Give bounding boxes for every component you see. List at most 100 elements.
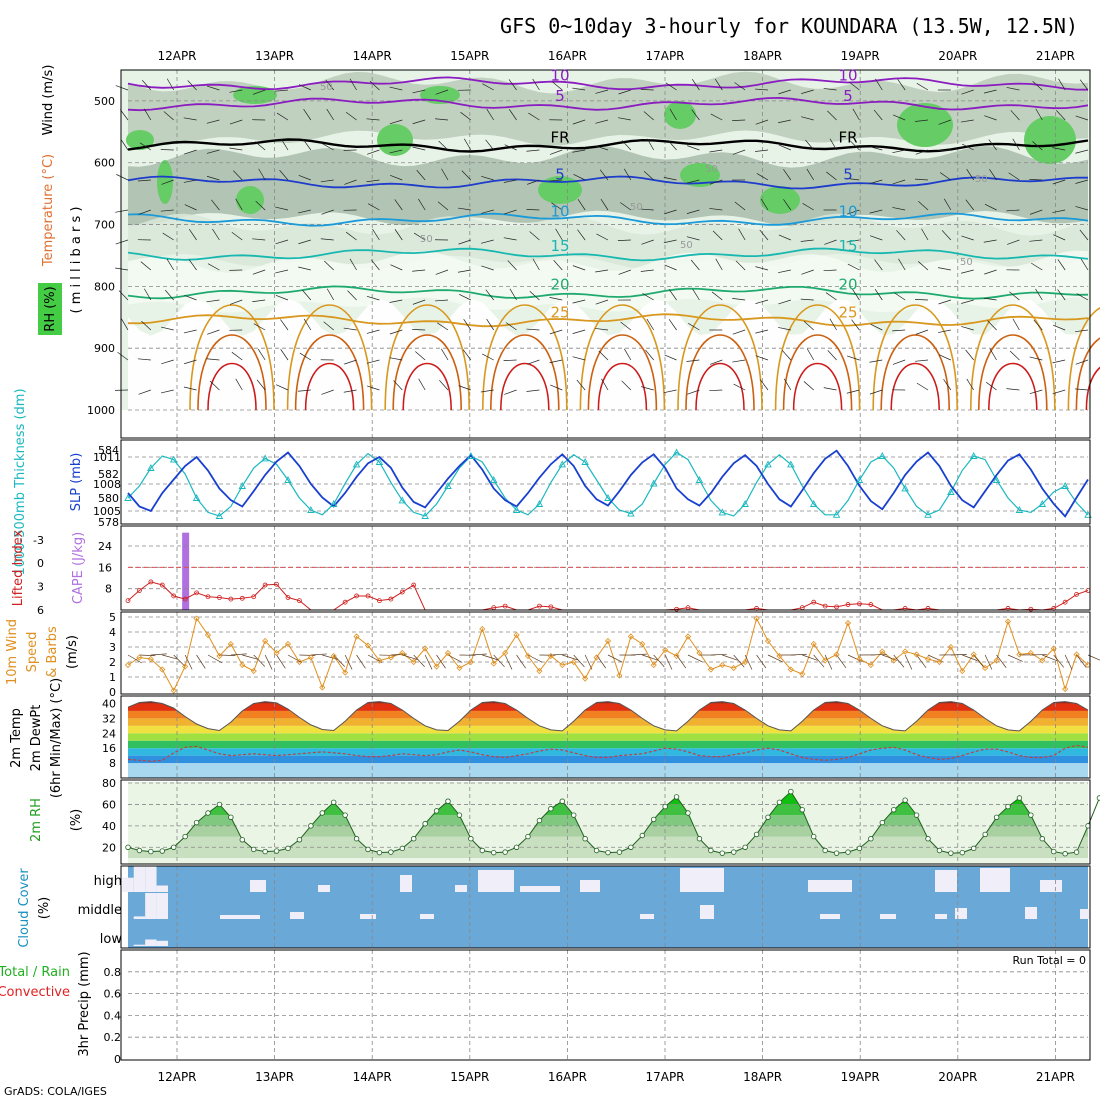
lifted-index-marker [548, 604, 554, 610]
upper-wind-barb [344, 179, 357, 185]
upper-wind-barb [898, 258, 906, 271]
wind-speed-marker [193, 615, 200, 622]
cloud-cover-block [1040, 880, 1062, 892]
wind-speed-marker [422, 645, 429, 652]
upper-wind-barb [692, 288, 700, 301]
upper-wind-barb [1075, 179, 1089, 184]
surface-wind-barb [824, 654, 833, 670]
surface-wind-barb [356, 654, 366, 669]
top-date-label: 14APR [353, 49, 392, 63]
thickness-marker [215, 512, 224, 519]
rh-marker [182, 833, 188, 840]
upper-wind-barb [280, 349, 289, 361]
upper-wind-barb [116, 174, 129, 181]
surface-temp-contour [402, 362, 452, 411]
cloud-cover-bar [133, 866, 146, 892]
upper-wind-barb [529, 231, 540, 241]
upper-wind-barb [137, 179, 151, 182]
upper-wind-barb [823, 387, 837, 391]
isotherm-label: 20 [550, 276, 569, 294]
cloud-cover-bar [156, 893, 168, 919]
upper-wind-barb [189, 229, 197, 241]
upper-wind-barb [166, 258, 175, 271]
wind-speed-marker [559, 661, 566, 669]
wind-speed-marker [159, 666, 166, 673]
surface-temp-contour [880, 334, 950, 411]
upper-wind-barb [526, 389, 540, 392]
wind-tick-label: 5 [109, 611, 116, 624]
upper-wind-barb [503, 237, 517, 241]
gridlines [128, 70, 1088, 1060]
upper-wind-barb [1057, 259, 1066, 271]
upper-wind-barb [389, 149, 403, 154]
upper-wind-barb [989, 168, 997, 181]
thickness-marker [489, 476, 498, 483]
wind-speed-marker [719, 661, 726, 669]
upper-wind-barb [235, 378, 243, 391]
cape-tick-label: 24 [98, 540, 112, 553]
rh-marker [571, 812, 577, 818]
surface-temp-contour [978, 334, 1048, 411]
rh-marker [273, 848, 280, 854]
upper-wind-barb [504, 144, 517, 151]
upper-wind-barb [206, 149, 220, 154]
temperature-band [128, 725, 1088, 734]
thickness-marker [809, 500, 818, 507]
upper-wind-barb [298, 84, 312, 91]
isotherm-line [127, 247, 1089, 262]
upper-wind-barb [938, 329, 951, 333]
upper-wind-barb [709, 149, 723, 153]
upper-wind-barb [940, 172, 952, 181]
cloud-cover-block [640, 914, 654, 919]
upper-wind-barb [914, 298, 929, 301]
upper-wind-barb [732, 298, 746, 301]
wind-speed-marker [227, 640, 234, 648]
upper-wind-barb [572, 299, 586, 304]
wind-speed-marker [787, 666, 794, 673]
upper-wind-barb [229, 299, 243, 305]
lifted-index-marker [857, 601, 862, 607]
upper-wind-barb [893, 114, 906, 121]
upper-wind-barb [528, 112, 540, 121]
upper-wind-barb [755, 355, 769, 361]
rh-marker [651, 816, 657, 823]
surface-wind-barb [664, 654, 673, 670]
slp-axis-label: SLP (mb) [69, 453, 84, 512]
upper-wind-barb [366, 118, 380, 121]
upper-wind-barb [160, 149, 174, 151]
surface-wind-barb [436, 654, 446, 669]
surface-temp-contour [597, 362, 648, 411]
upper-wind-barb [897, 79, 906, 91]
upper-wind-barb [482, 353, 494, 361]
upper-wind-barb [961, 89, 974, 95]
upper-wind-barb [508, 79, 517, 91]
surface-wind-barb [173, 654, 186, 667]
cloud-background [128, 866, 1088, 948]
rh-moist-patch [760, 186, 800, 214]
upper-wind-barb [989, 348, 997, 361]
rh-marker [456, 812, 463, 818]
upper-wind-barb [486, 108, 495, 121]
upper-wind-barb [275, 89, 289, 92]
wind-speed-marker [639, 640, 646, 648]
rh-band [128, 213, 1088, 270]
upper-wind-barb [869, 359, 883, 363]
cloud-cover-block [935, 914, 947, 919]
thickness-marker [878, 452, 887, 459]
isotherm-label: 10 [550, 67, 569, 85]
upper-wind-barb [620, 321, 632, 331]
cloud-cover-block [1025, 907, 1037, 919]
isotherm-label: 5 [843, 166, 853, 184]
upper-wind-barb [143, 108, 152, 121]
wind-speed-marker [684, 633, 692, 640]
rh-marker [411, 836, 417, 842]
upper-wind-barb [778, 327, 791, 331]
upper-wind-barb [183, 386, 197, 391]
lifted-index-marker [148, 579, 154, 585]
wind-speed-marker [490, 660, 497, 667]
thickness-marker [124, 494, 132, 501]
top-date-label: 18APR [743, 49, 782, 63]
cloud-cover-block [520, 886, 560, 892]
upper-wind-barb [1057, 289, 1066, 301]
upper-wind-barb [320, 238, 334, 241]
